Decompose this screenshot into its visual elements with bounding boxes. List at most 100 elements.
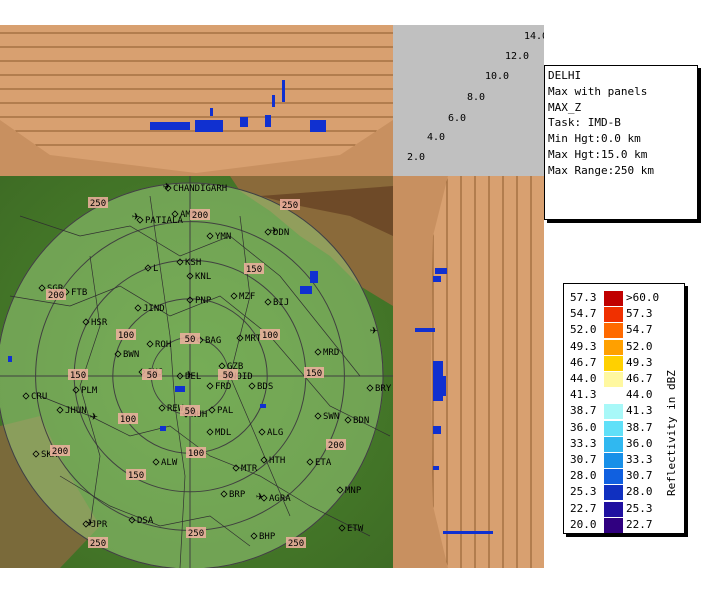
airport-icon: ✈: [86, 515, 94, 530]
city-diamond-icon: [344, 416, 352, 424]
city-label: REW: [167, 404, 184, 414]
city-bdn: BDN: [344, 416, 369, 426]
legend-high-value: 44.0: [626, 388, 653, 402]
city-diamond-icon: [220, 490, 228, 498]
range-label-text: 250: [288, 539, 304, 549]
legend-low-value: 28.0: [570, 469, 597, 483]
range-label: 250: [286, 537, 306, 549]
range-label: 50: [180, 333, 200, 345]
city-label: AGRA: [269, 494, 291, 504]
legend-swatch: [604, 355, 623, 371]
legend-low-value: 57.3: [570, 291, 597, 304]
legend-swatch: [604, 372, 623, 387]
city-mdl: MDL: [206, 428, 231, 438]
city-amb: AMB: [171, 210, 196, 220]
city-diamond-icon: [56, 406, 64, 414]
range-label-text: 100: [118, 331, 134, 341]
city-label: JIND: [143, 304, 165, 314]
legend-row: 49.3 52.0: [564, 339, 664, 356]
height-label-12: 12.0: [505, 51, 529, 62]
legend-swatch: [604, 404, 623, 420]
range-label: 50: [180, 405, 200, 417]
range-label-text: 200: [328, 441, 344, 451]
right-echo: [435, 268, 447, 274]
city-roh: ROH: [146, 340, 171, 350]
city-diamond-icon: [206, 382, 214, 390]
station-name: DELHI: [548, 69, 582, 82]
airport-icon: ✈: [90, 409, 98, 424]
city-diamond-icon: [82, 520, 90, 528]
legend-swatch: [604, 307, 623, 323]
range-label-text: 150: [128, 471, 144, 481]
city-label: MTR: [241, 464, 258, 474]
top-echo: [272, 95, 275, 107]
legend-high-value: 49.3: [626, 355, 653, 369]
range-label-text: 200: [52, 447, 68, 457]
airport-icon: ✈: [370, 323, 378, 338]
city-diamond-icon: [32, 450, 40, 458]
range-label: 250: [88, 197, 108, 209]
map-echo: [300, 286, 312, 294]
city-diamond-icon: [250, 532, 258, 540]
legend-low-value: 38.7: [570, 404, 597, 418]
right-height-svg: [393, 176, 544, 568]
city-eta: ETA: [306, 458, 332, 468]
legend-swatch: [604, 453, 623, 468]
legend-title-svg: Reflectivity in dBZ: [665, 370, 678, 496]
legend-high-value: 33.3: [626, 453, 653, 466]
max-height: Max Hgt:15.0 km: [548, 147, 648, 161]
city-label: CRU: [31, 392, 47, 402]
range-label: 100: [118, 413, 138, 425]
city-diamond-icon: [260, 456, 268, 464]
legend-low-value: 44.0: [570, 372, 597, 385]
height-scale-panel: 14.0 12.0 10.0 8.0 6.0 4.0 2.0: [393, 25, 544, 176]
city-label: PAL: [217, 406, 233, 416]
city-skr: SKR: [32, 450, 58, 460]
legend-row: 33.3 36.0: [564, 436, 664, 453]
city-label: MZF: [239, 292, 255, 302]
legend-title: Reflectivity in dBZ: [665, 370, 678, 496]
legend-high-value: 54.7: [626, 323, 653, 337]
legend-swatch: [604, 339, 623, 355]
city-knl: KNL: [186, 272, 211, 282]
range-label: 200: [46, 289, 66, 301]
legend-row: 41.3 44.0: [564, 387, 664, 404]
range-label-text: 250: [90, 539, 106, 549]
range-label-text: 250: [90, 199, 106, 209]
city-diamond-icon: [114, 350, 122, 358]
city-label: MDL: [215, 428, 231, 438]
height-label-6: 6.0: [448, 113, 466, 124]
legend-row: 38.7 41.3: [564, 403, 664, 420]
city-label: CHANDIGARH: [173, 184, 227, 194]
legend-low-value: 46.7: [570, 355, 597, 369]
city-diamond-icon: [171, 210, 179, 218]
city-diamond-icon: [314, 412, 322, 420]
range-label-text: 100: [262, 331, 278, 341]
top-echo: [195, 120, 223, 132]
legend-low-value: 33.3: [570, 436, 597, 450]
city-label: YMN: [215, 232, 231, 242]
city-diamond-icon: [176, 258, 184, 266]
range-label-text: 50: [223, 371, 234, 381]
info-box: DELHI Max with panels MAX_Z Task: IMD-B …: [544, 65, 698, 220]
map-echo: [8, 356, 12, 362]
legend-high-value: 30.7: [626, 469, 653, 483]
legend-high-value: 22.7: [626, 517, 653, 531]
city-label: PNP: [195, 296, 212, 306]
city-label: FTB: [71, 288, 87, 298]
max-range: Max Range:250 km: [548, 163, 654, 177]
city-diamond-icon: [218, 362, 226, 370]
height-scale-svg: 14.0 12.0 10.0 8.0 6.0 4.0 2.0: [407, 31, 544, 163]
city-mrt: MRT: [236, 334, 262, 344]
legend-high-value: 46.7: [626, 372, 653, 385]
city-label: SWN: [323, 412, 339, 422]
city-label: GZB: [227, 362, 243, 372]
airport-icon: ✈: [270, 223, 278, 238]
city-diamond-icon: [158, 404, 166, 412]
range-label: 250: [280, 199, 300, 211]
city-mtr: MTR: [232, 464, 258, 474]
range-label: 200: [326, 439, 346, 451]
city-diamond-icon: [306, 458, 314, 466]
range-label: 100: [116, 329, 136, 341]
city-diamond-icon: [336, 486, 344, 494]
